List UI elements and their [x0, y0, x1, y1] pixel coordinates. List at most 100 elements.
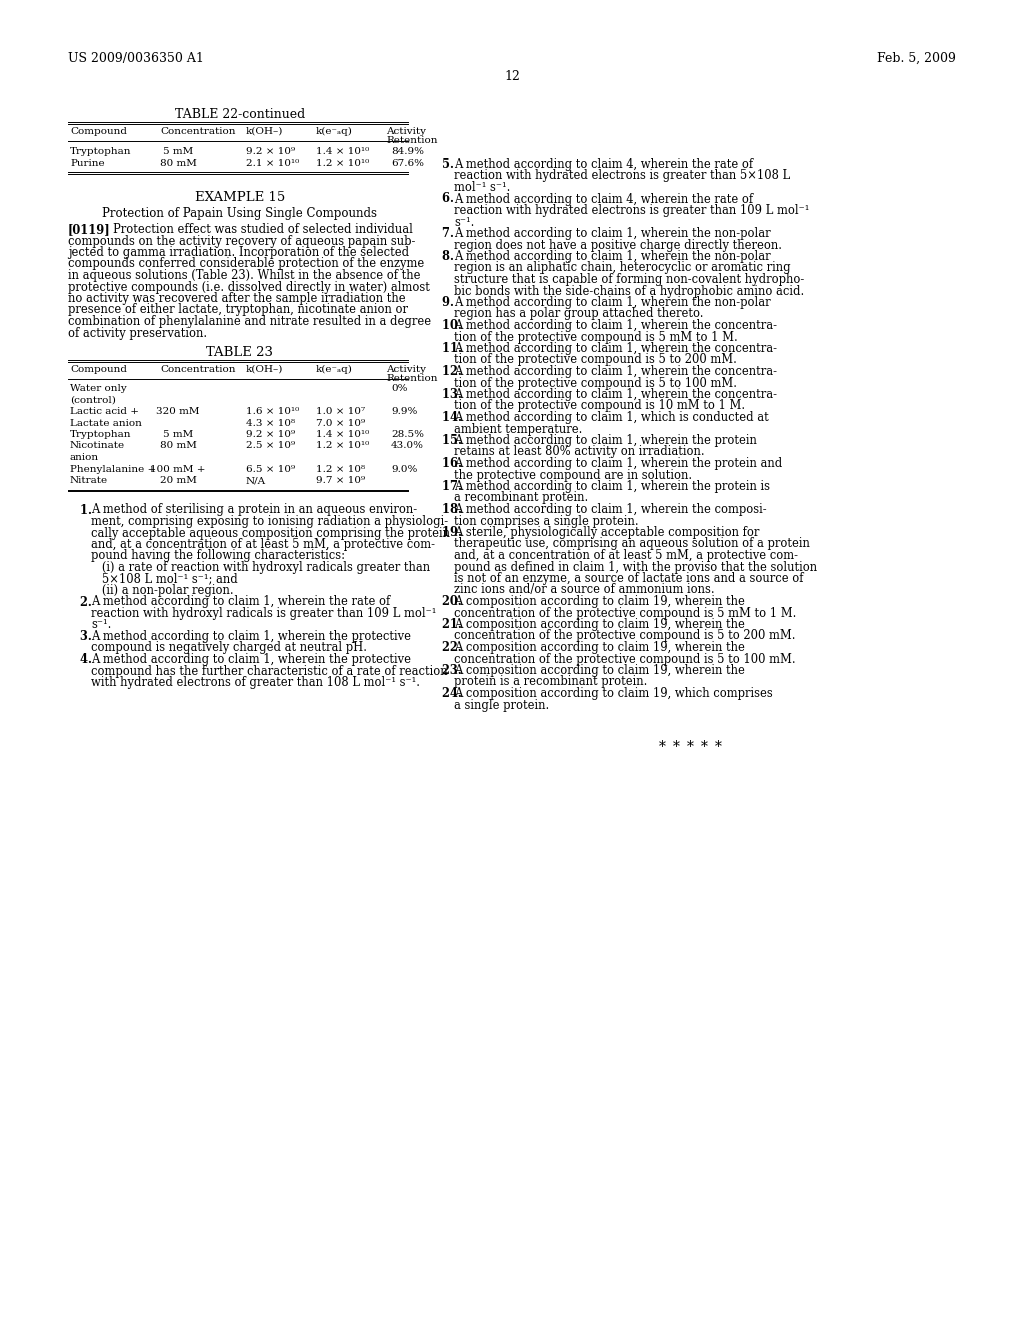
Text: 7.: 7. [430, 227, 454, 240]
Text: 14.: 14. [430, 411, 462, 424]
Text: Nitrate: Nitrate [70, 477, 109, 484]
Text: anion: anion [70, 453, 99, 462]
Text: 1.2 × 10¹⁰: 1.2 × 10¹⁰ [316, 441, 370, 450]
Text: A method according to claim 4, wherein the rate of: A method according to claim 4, wherein t… [454, 193, 753, 206]
Text: A method according to claim 1, wherein the concentra-: A method according to claim 1, wherein t… [454, 388, 777, 401]
Text: A method according to claim 4, wherein the rate of: A method according to claim 4, wherein t… [454, 158, 753, 172]
Text: 5 mM: 5 mM [163, 147, 194, 156]
Text: 2.: 2. [68, 595, 92, 609]
Text: 1.2 × 10¹⁰: 1.2 × 10¹⁰ [316, 158, 370, 168]
Text: 18.: 18. [430, 503, 462, 516]
Text: combination of phenylalanine and nitrate resulted in a degree: combination of phenylalanine and nitrate… [68, 315, 431, 327]
Text: compound has the further characteristic of a rate of reaction: compound has the further characteristic … [91, 664, 447, 677]
Text: A method according to claim 1, wherein the non-polar: A method according to claim 1, wherein t… [454, 227, 771, 240]
Text: *  *  *  *  *: * * * * * [658, 741, 722, 754]
Text: 2.1 × 10¹⁰: 2.1 × 10¹⁰ [246, 158, 299, 168]
Text: A sterile, physiologically acceptable composition for: A sterile, physiologically acceptable co… [454, 525, 760, 539]
Text: retains at least 80% activity on irradiation.: retains at least 80% activity on irradia… [454, 446, 705, 458]
Text: 320 mM: 320 mM [157, 407, 200, 416]
Text: Compound: Compound [70, 366, 127, 374]
Text: Concentration: Concentration [160, 366, 236, 374]
Text: 21.: 21. [430, 618, 462, 631]
Text: 15.: 15. [430, 434, 462, 447]
Text: 80 mM: 80 mM [160, 158, 197, 168]
Text: A method according to claim 1, which is conducted at: A method according to claim 1, which is … [454, 411, 769, 424]
Text: 7.0 × 10⁹: 7.0 × 10⁹ [316, 418, 366, 428]
Text: with hydrated electrons of greater than 108 L mol⁻¹ s⁻¹.: with hydrated electrons of greater than … [91, 676, 420, 689]
Text: mol⁻¹ s⁻¹.: mol⁻¹ s⁻¹. [454, 181, 510, 194]
Text: (i) a rate of reaction with hydroxyl radicals greater than: (i) a rate of reaction with hydroxyl rad… [91, 561, 430, 574]
Text: 1.6 × 10¹⁰: 1.6 × 10¹⁰ [246, 407, 299, 416]
Text: 6.5 × 10⁹: 6.5 × 10⁹ [246, 465, 295, 474]
Text: Retention: Retention [386, 136, 437, 145]
Text: the protective compound are in solution.: the protective compound are in solution. [454, 469, 692, 482]
Text: compounds conferred considerable protection of the enzyme: compounds conferred considerable protect… [68, 257, 424, 271]
Text: A composition according to claim 19, which comprises: A composition according to claim 19, whi… [454, 686, 773, 700]
Text: cally acceptable aqueous composition comprising the protein: cally acceptable aqueous composition com… [91, 527, 450, 540]
Text: 5.: 5. [430, 158, 454, 172]
Text: k(OH–): k(OH–) [246, 127, 284, 136]
Text: 1.: 1. [68, 503, 92, 516]
Text: TABLE 23: TABLE 23 [207, 346, 273, 359]
Text: 1.4 × 10¹⁰: 1.4 × 10¹⁰ [316, 430, 370, 440]
Text: N/A: N/A [246, 477, 266, 484]
Text: 9.9%: 9.9% [391, 407, 418, 416]
Text: A composition according to claim 19, wherein the: A composition according to claim 19, whe… [454, 642, 744, 653]
Text: 2.5 × 10⁹: 2.5 × 10⁹ [246, 441, 295, 450]
Text: is not of an enzyme, a source of lactate ions and a source of: is not of an enzyme, a source of lactate… [454, 572, 804, 585]
Text: region has a polar group attached thereto.: region has a polar group attached theret… [454, 308, 703, 321]
Text: (ii) a non-polar region.: (ii) a non-polar region. [91, 583, 233, 597]
Text: reaction with hydroxyl radicals is greater than 109 L mol⁻¹: reaction with hydroxyl radicals is great… [91, 607, 436, 620]
Text: protective compounds (i.e. dissolved directly in water) almost: protective compounds (i.e. dissolved dir… [68, 281, 430, 293]
Text: Feb. 5, 2009: Feb. 5, 2009 [878, 51, 956, 65]
Text: 3.: 3. [68, 630, 92, 643]
Text: A method according to claim 1, wherein the protein: A method according to claim 1, wherein t… [454, 434, 757, 447]
Text: 11.: 11. [430, 342, 462, 355]
Text: A method according to claim 1, wherein the protective: A method according to claim 1, wherein t… [91, 653, 411, 667]
Text: 9.0%: 9.0% [391, 465, 418, 474]
Text: s⁻¹.: s⁻¹. [91, 619, 112, 631]
Text: A composition according to claim 19, wherein the: A composition according to claim 19, whe… [454, 618, 744, 631]
Text: pound as defined in claim 1, with the proviso that the solution: pound as defined in claim 1, with the pr… [454, 561, 817, 573]
Text: a single protein.: a single protein. [454, 698, 549, 711]
Text: A method according to claim 1, wherein the protective: A method according to claim 1, wherein t… [91, 630, 411, 643]
Text: A method according to claim 1, wherein the concentra-: A method according to claim 1, wherein t… [454, 366, 777, 378]
Text: 19.: 19. [430, 525, 462, 539]
Text: 4.: 4. [68, 653, 92, 667]
Text: and, at a concentration of at least 5 mM, a protective com-: and, at a concentration of at least 5 mM… [91, 539, 435, 550]
Text: compound is negatively charged at neutral pH.: compound is negatively charged at neutra… [91, 642, 367, 655]
Text: a recombinant protein.: a recombinant protein. [454, 491, 588, 504]
Text: 84.9%: 84.9% [391, 147, 424, 156]
Text: 67.6%: 67.6% [391, 158, 424, 168]
Text: Nicotinate: Nicotinate [70, 441, 125, 450]
Text: Tryptophan: Tryptophan [70, 147, 131, 156]
Text: 80 mM: 80 mM [160, 441, 197, 450]
Text: k(OH–): k(OH–) [246, 366, 284, 374]
Text: A composition according to claim 19, wherein the: A composition according to claim 19, whe… [454, 664, 744, 677]
Text: in aqueous solutions (Table 23). Whilst in the absence of the: in aqueous solutions (Table 23). Whilst … [68, 269, 421, 282]
Text: 5 mM: 5 mM [163, 430, 194, 440]
Text: therapeutic use, comprising an aqueous solution of a protein: therapeutic use, comprising an aqueous s… [454, 537, 810, 550]
Text: and, at a concentration of at least 5 mM, a protective com-: and, at a concentration of at least 5 mM… [454, 549, 798, 562]
Text: 1.0 × 10⁷: 1.0 × 10⁷ [316, 407, 366, 416]
Text: A method according to claim 1, wherein the non-polar: A method according to claim 1, wherein t… [454, 296, 771, 309]
Text: Activity: Activity [386, 127, 426, 136]
Text: 9.2 × 10⁹: 9.2 × 10⁹ [246, 430, 295, 440]
Text: reaction with hydrated electrons is greater than 5×108 L: reaction with hydrated electrons is grea… [454, 169, 791, 182]
Text: concentration of the protective compound is 5 to 100 mM.: concentration of the protective compound… [454, 652, 796, 665]
Text: 1.2 × 10⁸: 1.2 × 10⁸ [316, 465, 366, 474]
Text: A method according to claim 1, wherein the protein is: A method according to claim 1, wherein t… [454, 480, 770, 492]
Text: Phenylalanine +: Phenylalanine + [70, 465, 157, 474]
Text: [0119]: [0119] [68, 223, 111, 236]
Text: 17.: 17. [430, 480, 462, 492]
Text: 9.7 × 10⁹: 9.7 × 10⁹ [316, 477, 366, 484]
Text: 9.: 9. [430, 296, 454, 309]
Text: A method according to claim 1, wherein the non-polar: A method according to claim 1, wherein t… [454, 249, 771, 263]
Text: tion of the protective compound is 5 mM to 1 M.: tion of the protective compound is 5 mM … [454, 330, 737, 343]
Text: Compound: Compound [70, 127, 127, 136]
Text: protein is a recombinant protein.: protein is a recombinant protein. [454, 676, 647, 689]
Text: 6.: 6. [430, 193, 454, 206]
Text: Water only: Water only [70, 384, 127, 393]
Text: tion of the protective compound is 10 mM to 1 M.: tion of the protective compound is 10 mM… [454, 400, 745, 412]
Text: EXAMPLE 15: EXAMPLE 15 [195, 191, 285, 205]
